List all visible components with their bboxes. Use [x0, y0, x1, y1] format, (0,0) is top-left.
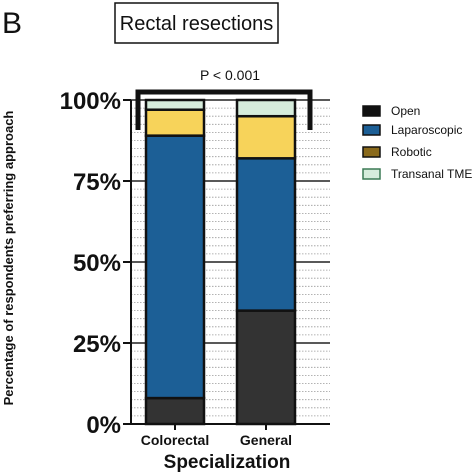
legend-label-laparoscopic: Laparoscopic — [391, 123, 462, 137]
title-box — [114, 2, 279, 44]
legend-label-robotic: Robotic — [391, 145, 432, 159]
y-tick-label: 25% — [73, 331, 121, 358]
bar-segment-general-robotic — [235, 114, 297, 160]
y-tick-label: 50% — [73, 250, 121, 277]
p-value-annotation: P < 0.001 — [200, 67, 260, 83]
chart-title: Rectal resections — [120, 13, 273, 35]
legend-swatch-laparoscopic — [362, 124, 381, 136]
legend: Open Laparoscopic Robotic Transanal TME — [362, 104, 472, 181]
bar-segment-general-transanal-tme — [235, 98, 297, 118]
significance-bracket — [135, 89, 313, 130]
y-axis-label: Percentage of respondents preferring app… — [1, 111, 16, 406]
y-tick-label: 0% — [86, 412, 121, 439]
bar-segment-colorectal-transanal-tme — [144, 98, 206, 111]
bar-segment-general-laparoscopic — [235, 157, 297, 312]
legend-swatch-open — [362, 105, 381, 117]
bar-segment-colorectal-robotic — [144, 108, 206, 137]
legend-label-open: Open — [391, 104, 420, 118]
y-tick-label: 100% — [60, 88, 121, 115]
legend-swatch-robotic — [362, 146, 381, 158]
x-tick-label: General — [240, 432, 292, 448]
bar-segment-colorectal-open — [144, 396, 206, 426]
legend-label-transanal-tme: Transanal TME — [391, 167, 472, 181]
x-tick-label: Colorectal — [141, 432, 209, 448]
bar-segment-colorectal-laparoscopic — [144, 134, 206, 400]
x-axis-label: Specialization — [164, 452, 291, 473]
y-ticks: 0% 25% 50% 75% 100% — [60, 88, 131, 439]
panel-label: B — [2, 7, 22, 40]
bars — [144, 98, 297, 426]
x-ticks: Colorectal General — [141, 424, 292, 448]
bar-segment-general-open — [235, 309, 297, 426]
y-tick-label: 75% — [73, 169, 121, 196]
legend-swatch-transanal-tme — [362, 168, 381, 180]
